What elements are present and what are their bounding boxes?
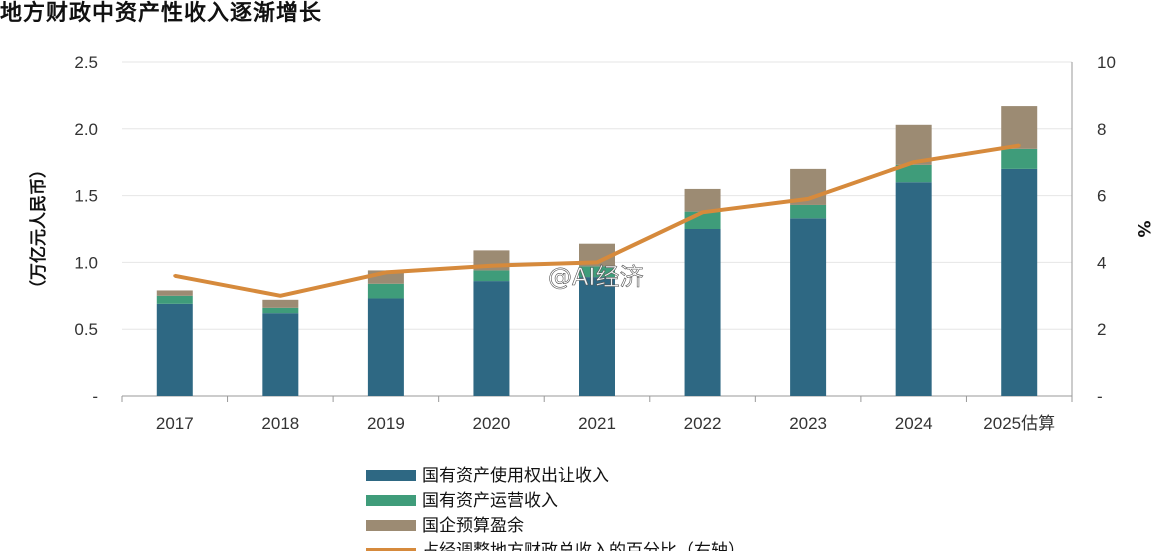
y-tick-label: 1.5 bbox=[74, 187, 98, 206]
bar-segment bbox=[790, 204, 827, 219]
bar-segment bbox=[790, 218, 827, 396]
bar-segment bbox=[1001, 168, 1038, 396]
y-tick-label: 0.5 bbox=[74, 320, 98, 339]
bar-segment bbox=[156, 290, 193, 296]
y2-tick-label: - bbox=[1097, 387, 1103, 406]
x-tick-label: 2020 bbox=[473, 414, 511, 433]
bar-segment bbox=[473, 270, 510, 282]
bar-segment bbox=[684, 188, 721, 212]
y2-tick-label: 8 bbox=[1097, 120, 1106, 139]
x-tick-label: 2023 bbox=[789, 414, 827, 433]
y2-tick-label: 6 bbox=[1097, 187, 1106, 206]
line-point bbox=[173, 274, 177, 278]
legend-swatch bbox=[366, 495, 416, 506]
line-point bbox=[278, 294, 282, 298]
x-tick-label: 2019 bbox=[367, 414, 405, 433]
y2-tick-label: 10 bbox=[1097, 53, 1116, 72]
y-tick-label: 2.5 bbox=[74, 53, 98, 72]
legend-label: 国有资产运营收入 bbox=[422, 491, 558, 511]
line-point bbox=[595, 260, 599, 264]
line-point bbox=[912, 160, 916, 164]
line-point bbox=[489, 264, 493, 268]
legend-label: 国有资产使用权出让收入 bbox=[422, 465, 609, 486]
bar-segment bbox=[262, 313, 299, 396]
legend-label: 国企预算盈余 bbox=[422, 516, 524, 536]
y-axis-label: （万亿元人民币） bbox=[28, 161, 49, 297]
chart-title: 地方财政中资产性收入逐渐增长 bbox=[0, 1, 323, 26]
x-tick-label: 2024 bbox=[895, 414, 933, 433]
legend-label: 占经调整地方财政总收入的百分比（右轴） bbox=[422, 541, 745, 551]
bar-segment bbox=[1001, 148, 1038, 169]
bar-segment bbox=[156, 303, 193, 396]
bar-segment bbox=[262, 307, 299, 314]
line-point bbox=[806, 197, 810, 201]
x-tick-label: 2025估算 bbox=[983, 414, 1055, 433]
y-tick-label: 2.0 bbox=[74, 120, 98, 139]
y2-tick-label: 2 bbox=[1097, 320, 1106, 339]
line-point bbox=[701, 210, 705, 214]
bar-segment bbox=[367, 298, 404, 396]
line-point bbox=[384, 270, 388, 274]
bar-segment bbox=[262, 299, 299, 308]
x-tick-label: 2022 bbox=[684, 414, 722, 433]
y-tick-label: 1.0 bbox=[74, 253, 98, 272]
legend-swatch bbox=[366, 470, 416, 481]
bar-segment bbox=[895, 182, 932, 396]
x-tick-label: 2018 bbox=[261, 414, 299, 433]
bar-segment bbox=[895, 164, 932, 183]
line-point bbox=[1017, 144, 1021, 147]
y2-tick-label: 4 bbox=[1097, 253, 1106, 272]
bar-segment bbox=[684, 229, 721, 396]
y-tick-label: - bbox=[92, 387, 98, 406]
x-tick-label: 2021 bbox=[578, 414, 616, 433]
bar-segment bbox=[367, 283, 404, 299]
bar-segment bbox=[156, 295, 193, 304]
bar-segment bbox=[579, 277, 615, 396]
x-tick-label: 2017 bbox=[156, 414, 194, 433]
watermark-text: @AI经济 bbox=[548, 263, 644, 291]
y2-axis-label: % bbox=[1133, 220, 1153, 237]
bar-segment bbox=[895, 124, 932, 165]
bar-segment bbox=[473, 281, 510, 396]
bar-segment bbox=[1001, 106, 1038, 149]
legend-swatch bbox=[366, 520, 416, 531]
bar-segment bbox=[579, 266, 615, 278]
